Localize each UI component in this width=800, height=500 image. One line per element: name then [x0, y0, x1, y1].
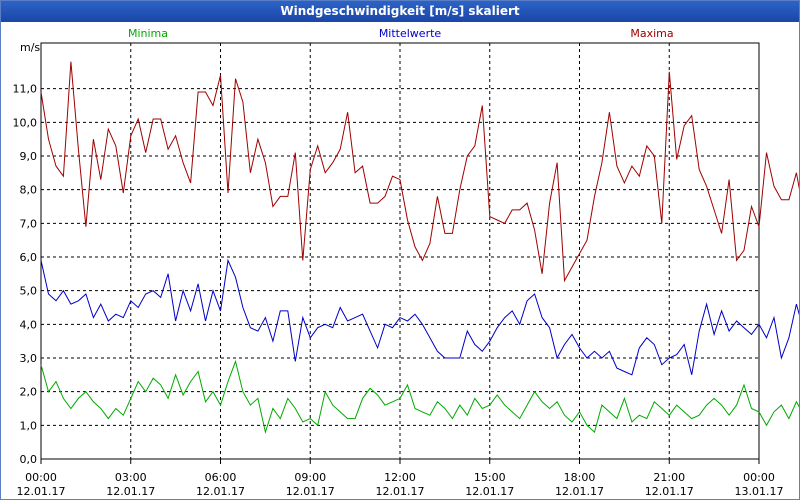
- series-line-minima: [40, 359, 799, 435]
- x-tick-time-label: 03:00: [115, 471, 147, 484]
- plot-area: [40, 42, 760, 460]
- y-tick-label: 4,0: [20, 318, 38, 331]
- window-title: Windgeschwindigkeit [m/s] skaliert: [1, 1, 799, 22]
- y-tick-label: 7,0: [20, 217, 38, 230]
- x-tick-date-label: 12.01.17: [465, 485, 514, 498]
- x-tick-date-label: 12.01.17: [376, 485, 425, 498]
- y-tick-label: 9,0: [20, 150, 38, 163]
- x-tick-date-label: 12.01.17: [106, 485, 155, 498]
- series-line-maxima: [40, 61, 799, 283]
- y-tick-label: 8,0: [20, 184, 38, 197]
- x-tick-time-label: 06:00: [205, 471, 237, 484]
- x-tick-time-label: 09:00: [294, 471, 326, 484]
- x-tick-date-label: 13.01.17: [735, 485, 784, 498]
- series-lines: [40, 61, 799, 435]
- y-tick-label: 3,0: [20, 352, 38, 365]
- legend-item-maxima: Maxima: [630, 27, 673, 40]
- legend-item-mittelwerte: Mittelwerte: [379, 27, 442, 40]
- x-tick-time-label: 00:00: [25, 471, 57, 484]
- x-tick-time-label: 15:00: [474, 471, 506, 484]
- x-tick-time-label: 18:00: [564, 471, 596, 484]
- y-tick-label: 5,0: [20, 285, 38, 298]
- x-tick-time-label: 00:00: [743, 471, 775, 484]
- series-line-mittelwerte: [40, 258, 799, 376]
- y-tick-label: 2,0: [20, 386, 38, 399]
- x-tick-time-label: 12:00: [384, 471, 416, 484]
- y-tick-label: 0,0: [20, 453, 38, 466]
- x-tick-date-label: 12.01.17: [286, 485, 335, 498]
- x-tick-date-label: 12.01.17: [17, 485, 66, 498]
- x-tick-date-label: 12.01.17: [645, 485, 694, 498]
- y-axis-label: m/s: [20, 41, 40, 54]
- y-tick-label: 10,0: [13, 116, 38, 129]
- y-tick-label: 11,0: [13, 83, 38, 96]
- y-axis-ticks: 0,0 1,0 2,0 3,0 4,0 5,0 6,0 7,0 8,0 9,0 10,0 11,0: [13, 83, 38, 466]
- x-tick-time-label: 21:00: [653, 471, 685, 484]
- y-tick-label: 6,0: [20, 251, 38, 264]
- x-axis-ticks: 00:0012.01.1703:0012.01.1706:0012.01.170…: [17, 459, 784, 498]
- legend: Minima Mittelwerte Maxima: [128, 27, 674, 40]
- legend-item-minima: Minima: [128, 27, 168, 40]
- x-tick-date-label: 12.01.17: [196, 485, 245, 498]
- y-tick-label: 1,0: [20, 419, 38, 432]
- x-tick-date-label: 12.01.17: [555, 485, 604, 498]
